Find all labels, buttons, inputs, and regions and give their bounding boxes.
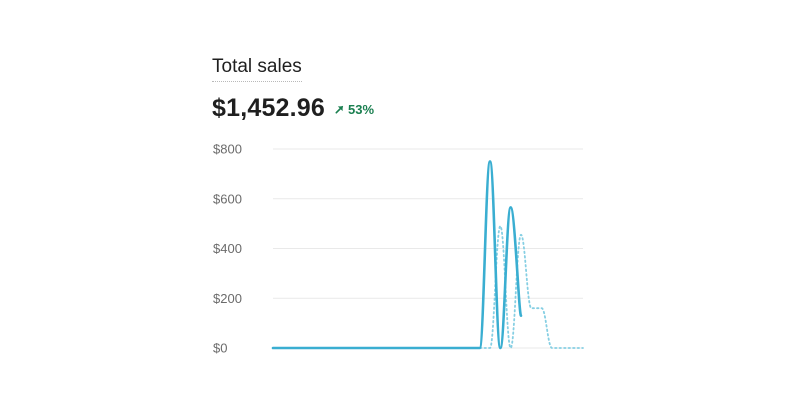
comparison-period-line [272, 225, 584, 349]
y-tick-label: $0 [213, 341, 227, 356]
arrow-up-right-icon [335, 105, 344, 114]
total-sales-value: $1,452.96 [212, 94, 326, 122]
y-tick-label: $600 [213, 191, 242, 206]
y-tick-label: $800 [213, 142, 242, 157]
y-tick-label: $400 [213, 241, 242, 256]
change-percent: 53% [348, 101, 375, 117]
card-title[interactable]: Total sales [212, 56, 302, 82]
current-period-line [271, 160, 523, 350]
chart-series [271, 160, 584, 350]
y-axis-tick-labels: $0 $200 $400 $600 $800 [213, 142, 242, 356]
metric-row: $1,452.96 53% [212, 93, 374, 123]
change-badge: 53% [334, 102, 374, 117]
y-tick-label: $200 [213, 291, 242, 306]
chart-grid [273, 148, 583, 349]
